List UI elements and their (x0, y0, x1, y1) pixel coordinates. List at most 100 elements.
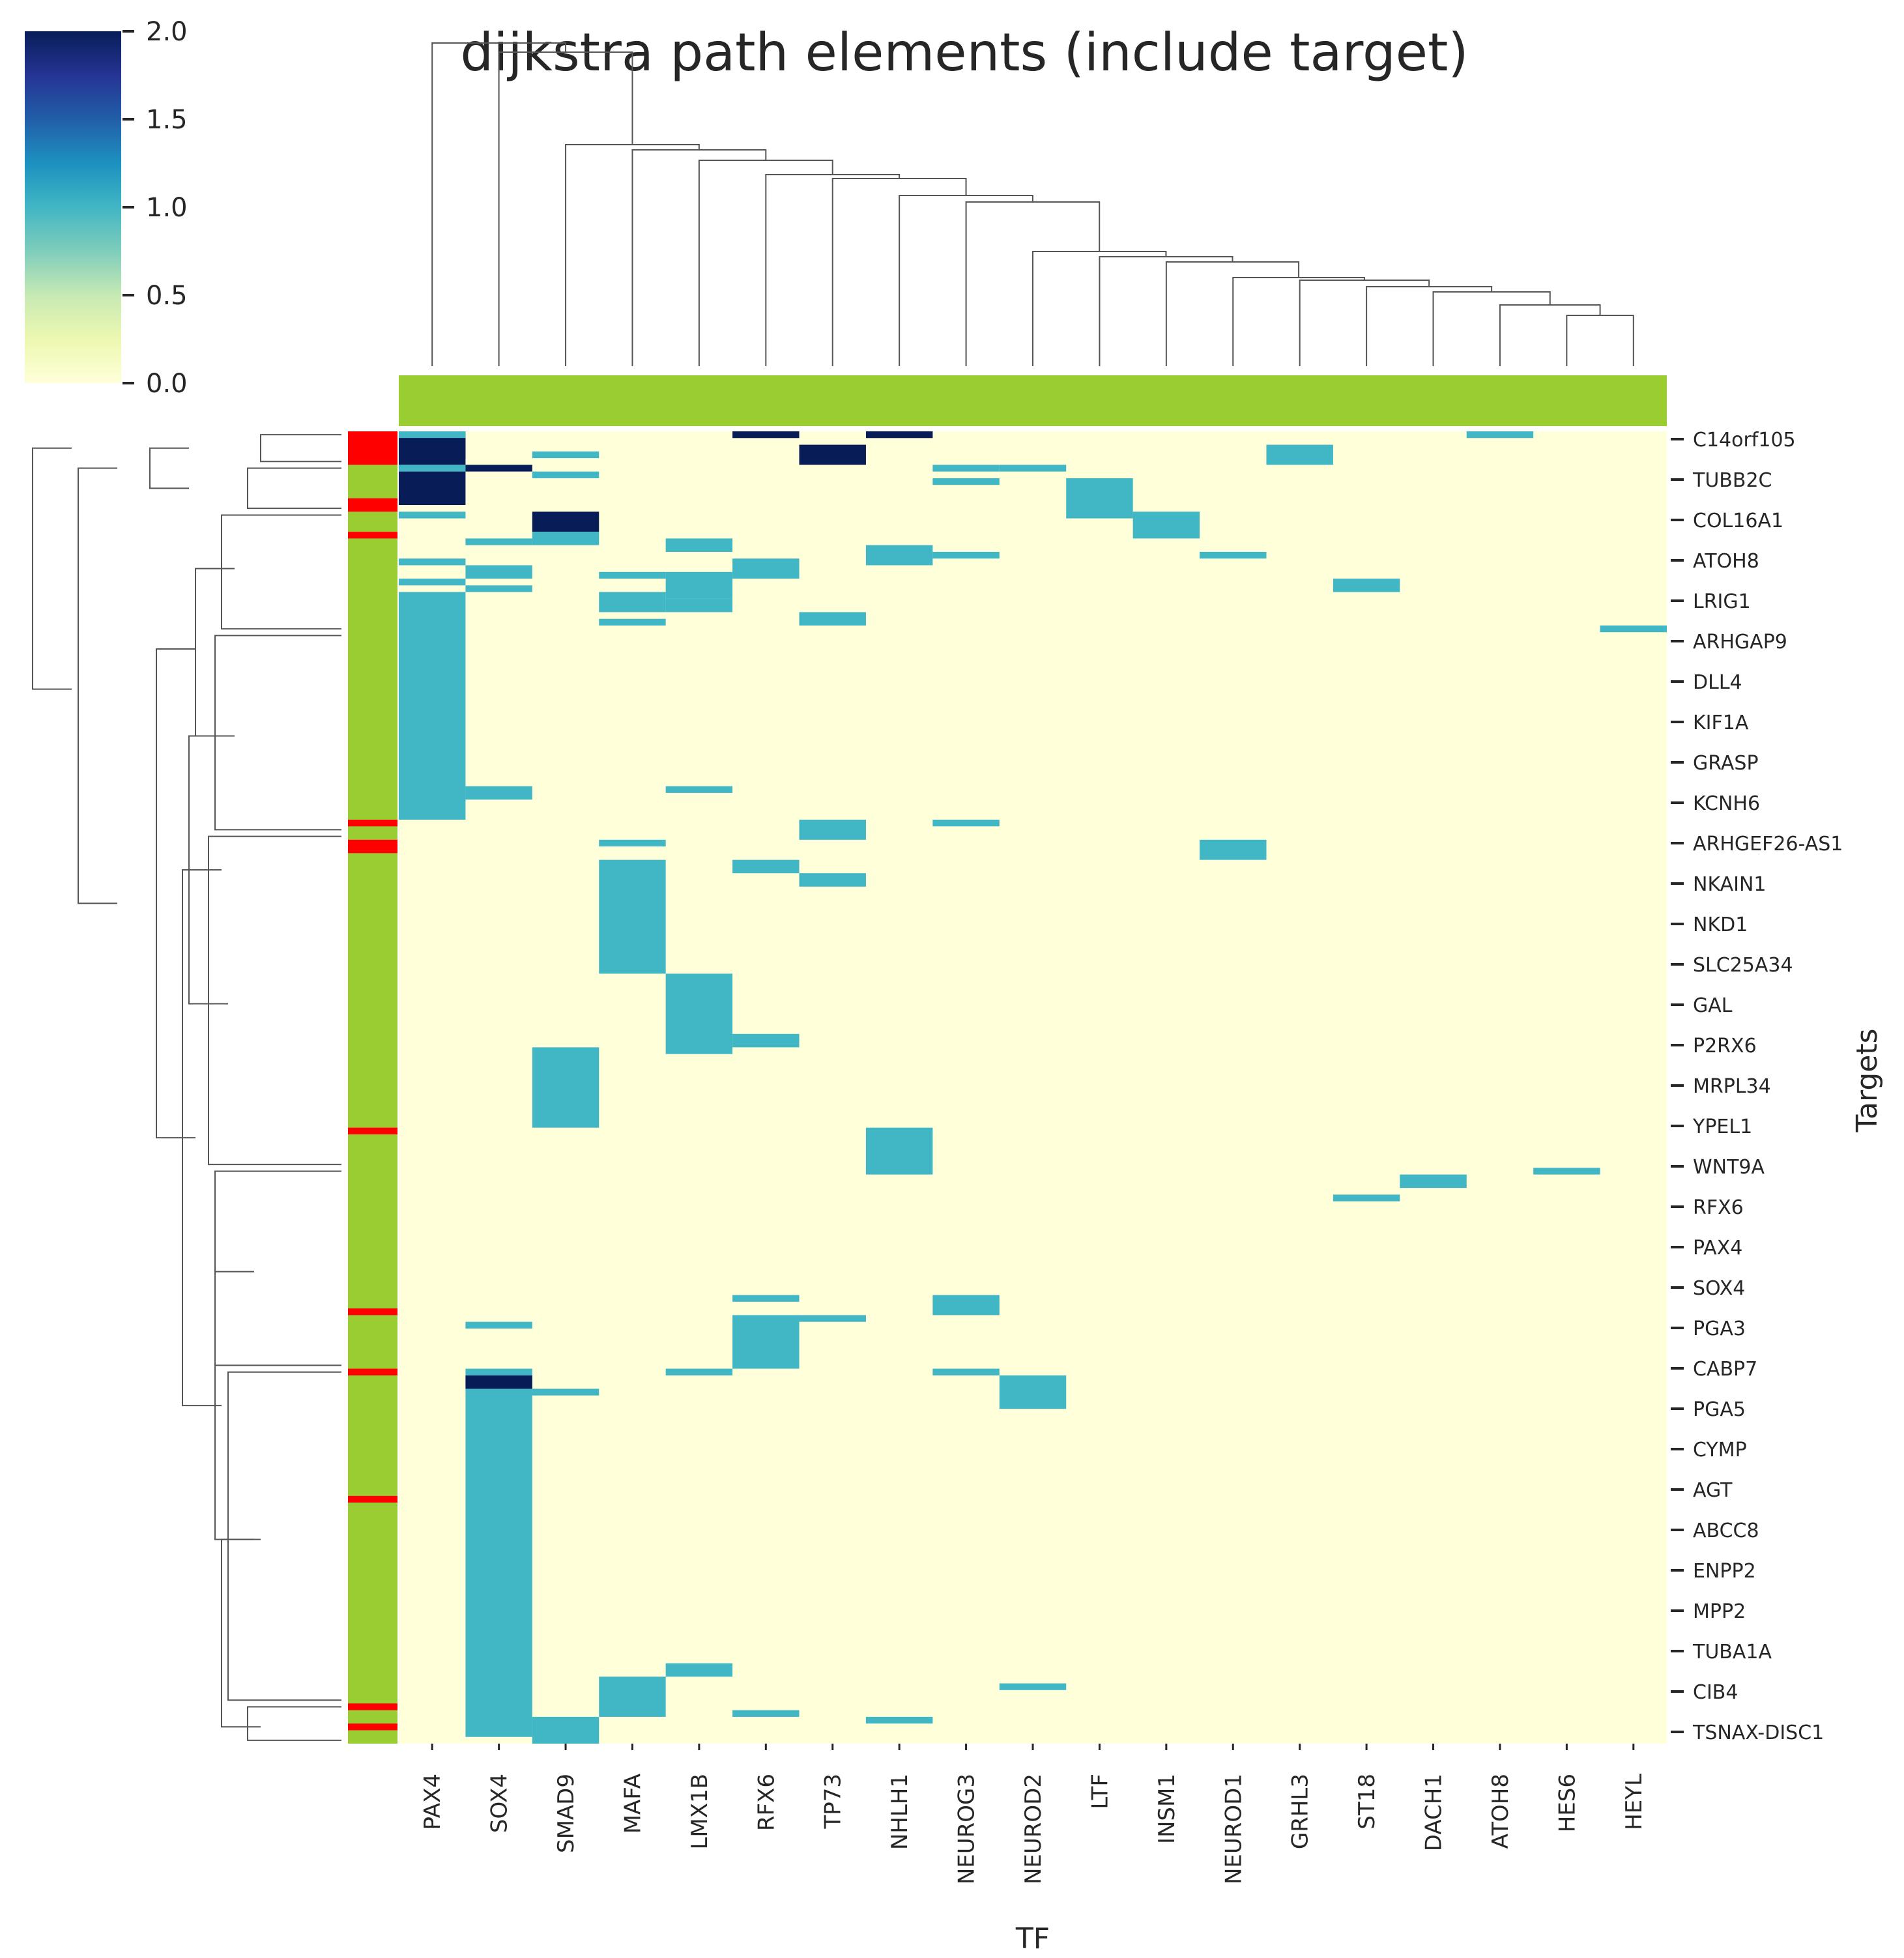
row-tick-label: CIB4 (1693, 1681, 1738, 1704)
heatmap-cell (799, 819, 866, 840)
heatmap-cell (399, 558, 466, 566)
column-tick-label: GRHL3 (1288, 1774, 1314, 1849)
heatmap-cell (1333, 1194, 1400, 1202)
row-dendrogram-branch (32, 447, 72, 690)
row-tick-label: PGA5 (1693, 1398, 1746, 1421)
row-dendrogram-branch (214, 635, 341, 831)
row-color-red (348, 532, 397, 539)
row-color-strip (348, 431, 397, 1744)
column-dendrogram-branch (1232, 277, 1365, 366)
row-color-red (348, 431, 397, 465)
heatmap-cell (399, 511, 466, 519)
heatmap-cell (599, 859, 666, 974)
column-tick-label: SMAD9 (553, 1774, 579, 1853)
heatmap-cell (399, 471, 466, 506)
heatmap-cell (999, 465, 1067, 472)
heatmap-cell (732, 1295, 800, 1302)
row-dendrogram-branch (260, 434, 341, 463)
heatmap-cell (932, 819, 1000, 827)
heatmap-cell (1266, 444, 1333, 465)
row-tick-label: KCNH6 (1693, 792, 1760, 815)
row-tick-label: CABP7 (1693, 1358, 1757, 1381)
row-tick-label: KIF1A (1693, 712, 1749, 734)
row-tick-label: PGA3 (1693, 1317, 1746, 1340)
heatmap-cell (665, 571, 733, 599)
y-axis-label: Targets (1851, 1028, 1884, 1132)
heatmap-cell (1466, 431, 1534, 439)
row-tick-label: ARHGAP9 (1693, 631, 1787, 654)
row-dendrogram-branch (221, 1538, 261, 1728)
heatmap-cell (865, 545, 933, 566)
heatmap-cell (1066, 478, 1133, 519)
heatmap-cell (799, 1315, 866, 1322)
row-dendrogram-branch (214, 1170, 341, 1366)
heatmap-cell (465, 585, 532, 592)
colorbar-tick-label: 1.0 (146, 193, 188, 223)
colorbar-gradient (25, 31, 121, 383)
column-dendrogram-branch (1499, 304, 1601, 366)
row-dendrogram-branch (227, 1371, 341, 1701)
heatmap-cell (865, 1716, 933, 1724)
column-tick-label: LTF (1087, 1774, 1113, 1809)
heatmap-cell (865, 431, 933, 439)
heatmap-cell (599, 592, 666, 612)
x-axis-label: TF (1015, 1922, 1050, 1955)
column-tick-label: PAX4 (420, 1774, 446, 1830)
heatmap-cell (932, 551, 1000, 559)
heatmap-cell (1132, 511, 1200, 539)
column-tick-label: NEUROD1 (1220, 1774, 1247, 1884)
heatmap-cell (399, 431, 466, 439)
heatmap-cell (732, 859, 800, 874)
heatmap-background (399, 431, 1667, 1744)
row-tick-label: C14orf105 (1693, 429, 1796, 452)
column-tick-labels: PAX4 SOX4 SMAD9 MAFA LMX1B RFX6 TP73 NHLH1 NEURO… (420, 1744, 1647, 1884)
row-tick-label: WNT9A (1693, 1156, 1765, 1179)
row-tick-label: NKD1 (1693, 914, 1748, 936)
column-tick-label: SOX4 (487, 1774, 513, 1833)
heatmap-cell (1200, 839, 1267, 860)
column-tick-label: INSM1 (1154, 1774, 1180, 1844)
row-tick-labels: C14orf105 TUBB2C COL16A1 ATOH8 LRIG1 ARHGAP9 D… (1671, 429, 1843, 1744)
row-tick-label: MPP2 (1693, 1600, 1746, 1623)
heatmap-cell (665, 598, 733, 612)
column-tick-label: NEUROD2 (1020, 1774, 1046, 1884)
row-color-red (348, 839, 397, 854)
colorbar-tick-label: 2.0 (146, 17, 188, 47)
heatmap-cell (599, 1677, 666, 1717)
heatmap-cell (799, 873, 866, 887)
row-tick-label: TSNAX-DISC1 (1692, 1721, 1824, 1744)
row-tick-label: TUBA1A (1692, 1641, 1772, 1663)
row-tick-label: AGT (1693, 1479, 1733, 1502)
row-color-red (348, 1495, 397, 1503)
heatmap-cell (532, 1389, 599, 1396)
heatmap-cell (1400, 1174, 1467, 1188)
column-tick-label: HES6 (1554, 1774, 1580, 1832)
heatmap-cell (532, 532, 599, 545)
column-tick-label: ST18 (1354, 1774, 1380, 1830)
row-tick-label: P2RX6 (1693, 1035, 1757, 1058)
heatmap-cell (399, 438, 466, 459)
row-tick-label: ENPP2 (1693, 1560, 1756, 1583)
heatmap-cell (532, 471, 599, 478)
heatmap-cell (465, 538, 532, 545)
column-dendrogram-branch (1299, 280, 1430, 366)
heatmap-cell (999, 1375, 1067, 1409)
heatmap-cell (932, 1368, 1000, 1375)
column-dendrogram-branch (1566, 315, 1634, 366)
colorbar: 0.0 0.5 1.0 1.5 2.0 (25, 17, 188, 399)
heatmap-cell (465, 465, 532, 472)
heatmap-cell (665, 973, 733, 1054)
row-color-base (348, 431, 397, 1744)
heatmap-cell (665, 1368, 733, 1375)
column-tick-label: LMX1B (687, 1774, 713, 1850)
heatmap-cell (532, 511, 599, 532)
row-tick-label: ATOH8 (1693, 550, 1759, 573)
colorbar-tick-label: 0.5 (146, 281, 188, 311)
heatmap-cell (399, 579, 466, 586)
column-dendrogram-branch (1366, 286, 1493, 366)
colorbar-tick-label: 0.0 (146, 369, 188, 399)
column-tick-label: TP73 (820, 1774, 846, 1830)
row-tick-label: DLL4 (1693, 671, 1742, 694)
heatmap-cell (1600, 625, 1667, 633)
